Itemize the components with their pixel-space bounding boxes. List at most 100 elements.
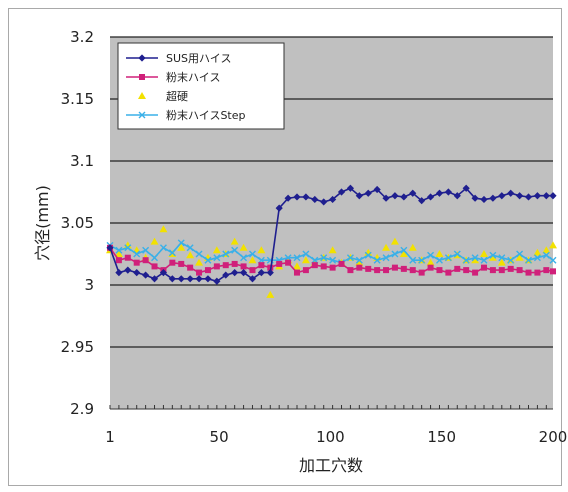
data-point	[329, 264, 336, 271]
data-point	[549, 241, 557, 249]
data-point	[320, 198, 328, 206]
data-point	[480, 264, 487, 271]
data-point	[142, 271, 150, 279]
data-point	[445, 269, 452, 276]
legend-label: 粉末ハイスStep	[166, 108, 246, 122]
data-point	[444, 188, 452, 196]
data-point	[150, 275, 159, 283]
data-point	[346, 254, 354, 262]
x-tick-label: 50	[210, 428, 229, 446]
data-point	[222, 271, 230, 279]
data-point	[498, 192, 506, 200]
data-point	[507, 189, 515, 197]
data-point	[222, 250, 230, 258]
data-point	[488, 253, 497, 261]
data-point	[311, 195, 319, 204]
data-point	[151, 263, 158, 270]
data-point	[186, 251, 195, 259]
legend-label: 粉末ハイス	[166, 70, 220, 84]
data-point	[320, 254, 328, 262]
data-point	[248, 250, 256, 258]
data-point	[409, 189, 417, 197]
data-point	[355, 256, 363, 264]
data-point	[373, 256, 381, 264]
data-point	[249, 267, 256, 274]
x-axis-ticks: 1 50 100 150 200	[105, 428, 567, 446]
data-point	[542, 246, 551, 254]
data-point	[222, 262, 229, 269]
data-point	[133, 250, 141, 258]
data-point	[453, 250, 461, 258]
legend-label: SUS用ハイス	[166, 52, 231, 65]
data-point	[195, 258, 204, 266]
y-axis-title: 穴径(mm)	[33, 185, 52, 261]
data-point	[329, 195, 337, 204]
x-axis-title: 加工穴数	[299, 456, 363, 475]
data-point	[240, 254, 248, 262]
series-1	[107, 244, 556, 276]
data-point	[142, 257, 149, 264]
data-point	[472, 269, 479, 276]
data-point	[498, 267, 505, 274]
x-tick-marks	[109, 405, 547, 409]
data-point	[178, 260, 185, 267]
data-point	[391, 192, 399, 200]
data-point	[204, 267, 211, 274]
data-point	[302, 250, 310, 258]
data-point	[471, 254, 479, 262]
data-point	[533, 254, 541, 262]
data-point	[382, 194, 390, 202]
legend-entry: SUS用ハイス	[126, 52, 231, 65]
data-point	[195, 250, 203, 258]
data-point	[533, 192, 542, 200]
y-tick-label: 2.95	[61, 338, 94, 356]
data-point	[418, 256, 426, 264]
data-point	[276, 260, 283, 267]
data-point	[177, 239, 185, 247]
data-point	[489, 251, 497, 259]
data-point	[489, 194, 497, 202]
data-point	[240, 263, 247, 270]
data-point	[186, 275, 194, 283]
data-point	[196, 269, 203, 276]
gridlines	[110, 36, 553, 348]
data-point	[187, 264, 194, 271]
data-point	[497, 258, 506, 266]
data-point	[338, 260, 345, 267]
legend-entry: 粉末ハイス	[126, 70, 220, 84]
data-point	[373, 185, 381, 194]
data-point	[328, 246, 337, 254]
data-point	[115, 246, 123, 254]
data-point	[409, 267, 416, 274]
data-point	[418, 197, 426, 205]
data-point	[284, 194, 292, 202]
data-point	[426, 258, 435, 266]
data-point	[400, 193, 408, 201]
data-point	[231, 246, 239, 254]
data-point	[124, 266, 132, 274]
data-point	[436, 267, 443, 274]
data-point	[507, 265, 514, 272]
data-point	[139, 74, 145, 80]
data-point	[150, 237, 159, 245]
data-point	[374, 267, 381, 274]
y-tick-label: 2.9	[70, 400, 94, 418]
data-point	[550, 268, 556, 275]
data-point	[257, 269, 265, 277]
data-point	[138, 111, 146, 119]
data-point	[471, 256, 480, 264]
data-point	[507, 256, 515, 264]
data-point	[293, 193, 301, 201]
data-point	[311, 262, 318, 269]
data-point	[391, 250, 399, 258]
data-point	[302, 193, 310, 201]
data-point	[133, 259, 140, 266]
data-point	[138, 92, 146, 99]
data-point	[329, 256, 337, 264]
data-point	[142, 246, 150, 254]
data-point	[213, 263, 220, 270]
data-point	[409, 256, 417, 264]
data-point	[435, 189, 444, 197]
y-tick-label: 3.2	[70, 28, 94, 46]
